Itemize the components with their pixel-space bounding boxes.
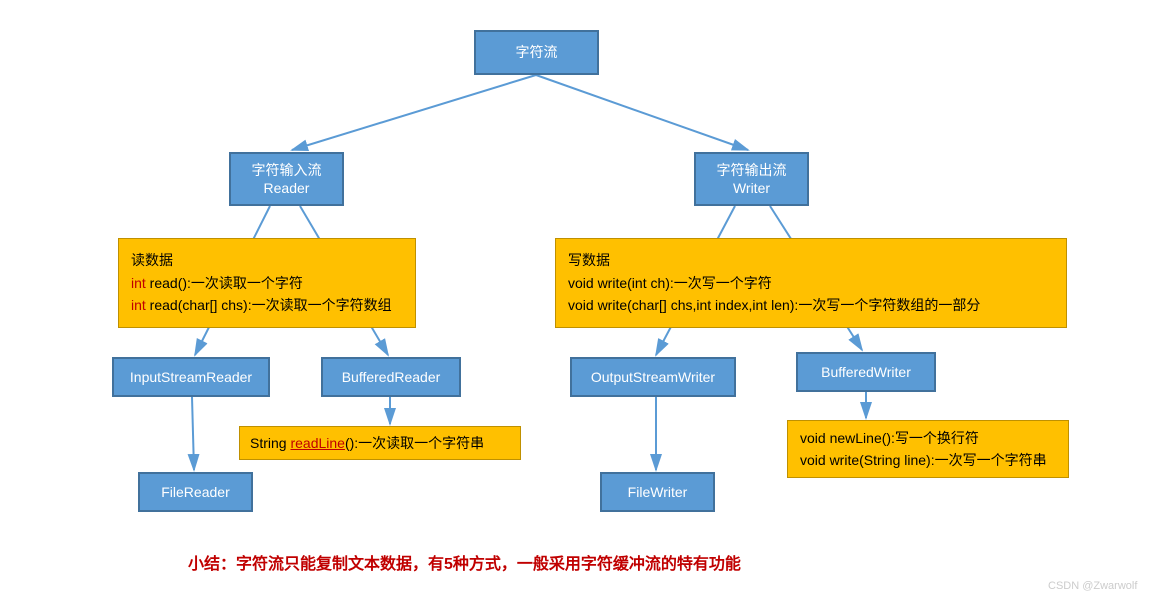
node-writer: 字符输出流 Writer (694, 152, 809, 206)
readbox-line2: int read():一次读取一个字符 (131, 272, 403, 294)
brbox-line1: String readLine():一次读取一个字符串 (250, 432, 510, 454)
node-reader-line1: 字符输入流 (252, 161, 322, 179)
node-fw-label: FileWriter (628, 483, 688, 501)
node-root-label: 字符流 (516, 43, 558, 61)
node-fr: FileReader (138, 472, 253, 512)
summary-text: 小结：字符流只能复制文本数据，有5种方式，一般采用字符缓冲流的特有功能 (188, 550, 741, 574)
edge-root-writer (536, 75, 748, 150)
node-writebox: 写数据 void write(int ch):一次写一个字符 void writ… (555, 238, 1067, 328)
bwbox-line1: void newLine():写一个换行符 (800, 427, 1056, 449)
bwbox-line2: void write(String line):一次写一个字符串 (800, 449, 1056, 471)
node-br: BufferedReader (321, 357, 461, 397)
node-osw: OutputStreamWriter (570, 357, 736, 397)
node-writer-line2: Writer (733, 179, 770, 197)
readbox-line1: 读数据 (131, 249, 403, 271)
node-fr-label: FileReader (161, 483, 229, 501)
node-br-label: BufferedReader (342, 368, 441, 386)
node-bw-label: BufferedWriter (821, 363, 911, 381)
node-root: 字符流 (474, 30, 599, 75)
node-isr: InputStreamReader (112, 357, 270, 397)
watermark: CSDN @Zwarwolf (1048, 580, 1137, 592)
node-reader: 字符输入流 Reader (229, 152, 344, 206)
writebox-line2: void write(int ch):一次写一个字符 (568, 272, 1054, 294)
edge-isr-fr (192, 397, 194, 470)
node-brbox: String readLine():一次读取一个字符串 (239, 426, 521, 460)
writebox-line3: void write(char[] chs,int index,int len)… (568, 294, 1054, 316)
readbox-line3: int read(char[] chs):一次读取一个字符数组 (131, 294, 403, 316)
writebox-line1: 写数据 (568, 249, 1054, 271)
node-bwbox: void newLine():写一个换行符 void write(String … (787, 420, 1069, 478)
node-isr-label: InputStreamReader (130, 368, 252, 386)
node-reader-line2: Reader (264, 179, 310, 197)
node-bw: BufferedWriter (796, 352, 936, 392)
node-osw-label: OutputStreamWriter (591, 368, 715, 386)
node-fw: FileWriter (600, 472, 715, 512)
node-writer-line1: 字符输出流 (717, 161, 787, 179)
edge-root-reader (292, 75, 536, 150)
node-readbox: 读数据 int read():一次读取一个字符 int read(char[] … (118, 238, 416, 328)
